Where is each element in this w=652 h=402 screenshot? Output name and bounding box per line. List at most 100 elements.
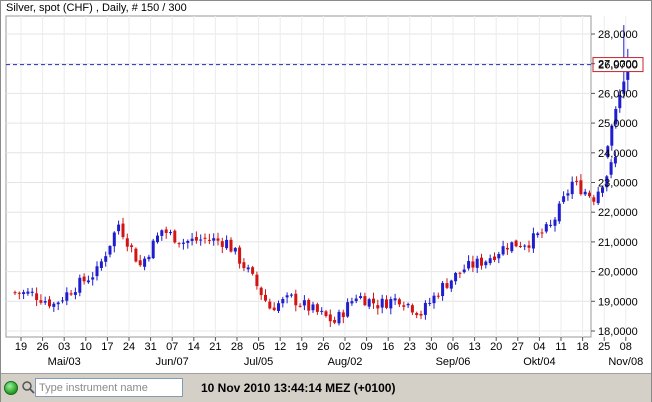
x-month-label: Jun/07 [156,356,189,368]
x-tick-label: 02 [339,341,351,353]
y-tick-label: 21,0000 [598,237,638,249]
candle-body [43,301,47,303]
x-tick-label: 09 [360,341,372,353]
candle-body [350,301,354,304]
candle-body [177,243,181,245]
candle-body [164,229,168,233]
current-price-label: 26,9700 [598,60,638,72]
candle-body [65,292,69,301]
candle-body [69,293,73,295]
candle-body [259,287,263,296]
candle-body [588,192,591,197]
candle-body [341,312,345,318]
candle-body [618,95,622,109]
candle-body [229,239,233,252]
candle-body [432,295,436,304]
x-tick-label: 19 [296,341,308,353]
candlestick-chart[interactable]: 26,9700 18,0000 19,0000 20,0000 21,0000 22,0… [1,1,651,373]
candle-body [354,298,358,302]
x-tick-label: 26 [36,341,48,353]
candle-body [52,303,56,307]
x-month-label: Jul/05 [244,356,273,368]
candle-body [294,293,298,306]
candle-body [462,269,466,273]
candle-body [121,223,125,238]
current-price-box [592,57,644,73]
x-tick-label: 20 [490,341,502,353]
x-tick-label: 21 [209,341,221,353]
grid [5,15,627,338]
candle-body [22,292,26,295]
candle-body [562,196,566,202]
candle-body [458,272,462,274]
candle-body [488,258,492,264]
candle-body [566,193,570,196]
candle-body [255,274,259,287]
x-tick-label: 23 [404,341,416,353]
candle-body [445,283,449,288]
candle-body [367,299,371,307]
candle-body [402,305,406,307]
candle-body [125,238,129,247]
x-tick-label: 31 [144,341,156,353]
candle-body [35,293,39,300]
y-tick-label: 28,0000 [598,29,638,41]
candle-body [372,298,375,304]
connection-status-icon[interactable] [4,381,18,395]
candle-body [289,294,293,296]
candle-body [268,301,272,309]
candle-body [48,299,51,307]
candle-body [518,245,522,247]
y-tick-label: 19,0000 [598,296,638,308]
candle-body [605,176,609,188]
x-tick-label: 11 [555,341,566,353]
x-tick-label: 28 [231,341,243,353]
candle-body [363,296,367,306]
candle-body [320,310,324,312]
candle-body [199,239,203,241]
axes: 18,0000 19,0000 20,0000 21,0000 22,0000 23,00… [15,29,643,368]
x-tick-label: 17 [101,341,113,353]
candle-body [596,191,600,204]
candle-body [242,262,246,269]
y-tick-label: 27,0000 [598,59,638,71]
candle-body [151,240,155,259]
candle-body [610,125,614,146]
candle-body [138,260,142,266]
candle-body [194,237,198,241]
candle-body [536,233,540,236]
candle-body [169,232,172,234]
candle-body [397,299,401,305]
candle-body [510,242,514,252]
candle-body [557,203,561,222]
instrument-search-input[interactable] [35,378,183,397]
x-tick-label: 14 [188,341,200,353]
x-tick-label: 08 [620,341,632,353]
candle-body [225,239,229,249]
candle-body [622,81,626,94]
candle-body [333,319,337,323]
candle-body [359,296,363,299]
plot-area [5,15,592,338]
candle-body [428,302,432,304]
candle-body [99,261,103,268]
x-tick-label: 06 [447,341,459,353]
candle-body [514,240,518,247]
candle-body [609,162,613,175]
y-tick-label: 24,0000 [598,148,638,160]
candle-body [311,304,315,311]
candle-body [281,298,285,304]
candle-body [78,277,82,293]
x-tick-label: 13 [468,341,480,353]
x-month-label: Okt/04 [523,356,555,368]
candle-body [307,299,311,311]
x-tick-label: 05 [252,341,264,353]
candle-body [108,245,112,255]
x-month-label: Mai/03 [48,356,81,368]
candle-body [173,230,177,243]
candle-body [246,267,250,270]
candle-body [147,256,151,260]
candle-body [134,248,138,262]
y-tick-label: 20,0000 [598,267,638,279]
